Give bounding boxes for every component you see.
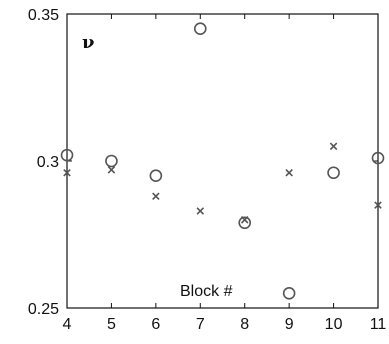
x-axis-label: Block #: [180, 283, 233, 300]
cross-point: [285, 168, 293, 177]
x-tick-label: 5: [107, 316, 116, 333]
x-tick-label: 7: [196, 316, 205, 333]
data-marks: [60, 22, 385, 300]
cross-point: [329, 142, 338, 151]
circle-point: [238, 216, 252, 230]
y-axis-label: ν: [82, 32, 95, 53]
plot-frame: [66, 13, 379, 309]
y-tick-label: 0.25: [28, 301, 59, 318]
y-tick-label: 0.35: [28, 7, 59, 24]
circle-point: [193, 22, 207, 36]
circle-point: [149, 169, 163, 182]
cross-point: [63, 168, 71, 177]
circle-point: [327, 166, 340, 180]
cross-point: [107, 166, 116, 174]
x-tick-label: 11: [370, 316, 387, 333]
y-tick-label: 0.3: [37, 154, 59, 171]
circle-point: [105, 154, 118, 168]
circle-point: [371, 151, 385, 165]
cross-point: [240, 216, 249, 224]
circle-point: [60, 148, 74, 162]
axes: [66, 13, 379, 309]
x-tick-label: 9: [285, 316, 294, 333]
ticks: 4 5 6 7 8 9 10 11 0.25 0.3 0.35: [28, 7, 387, 333]
x-tick-label: 4: [63, 316, 72, 333]
x-tick-label: 6: [151, 316, 160, 333]
x-tick-label: 8: [240, 316, 249, 333]
x-tick-label: 10: [325, 316, 343, 333]
cross-point: [374, 201, 382, 209]
cross-point: [152, 192, 160, 201]
cross-point: [196, 207, 205, 215]
circle-point: [282, 286, 296, 300]
